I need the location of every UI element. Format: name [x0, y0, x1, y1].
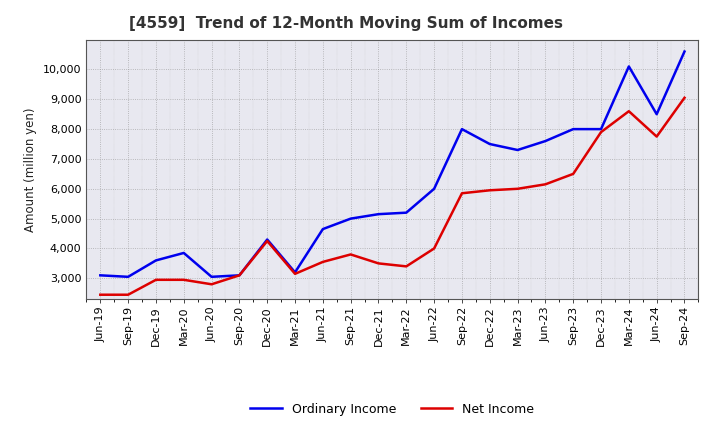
Net Income [179, 277, 188, 282]
Ordinary Income [179, 250, 188, 256]
Net Income [652, 134, 661, 139]
Text: [4559]  Trend of 12-Month Moving Sum of Incomes: [4559] Trend of 12-Month Moving Sum of I… [130, 16, 563, 32]
Ordinary Income [569, 126, 577, 132]
Ordinary Income [152, 258, 161, 263]
Net Income [458, 191, 467, 196]
Ordinary Income [652, 112, 661, 117]
Net Income [346, 252, 355, 257]
Y-axis label: Amount (million yen): Amount (million yen) [24, 107, 37, 231]
Ordinary Income [207, 274, 216, 279]
Ordinary Income [346, 216, 355, 221]
Ordinary Income [402, 210, 410, 215]
Net Income [430, 246, 438, 251]
Net Income [541, 182, 550, 187]
Ordinary Income [374, 212, 383, 217]
Net Income [513, 186, 522, 191]
Line: Net Income: Net Income [100, 98, 685, 295]
Ordinary Income [124, 274, 132, 279]
Line: Ordinary Income: Ordinary Income [100, 51, 685, 277]
Net Income [235, 273, 243, 278]
Net Income [291, 271, 300, 276]
Net Income [624, 109, 633, 114]
Net Income [152, 277, 161, 282]
Net Income [485, 187, 494, 193]
Ordinary Income [485, 141, 494, 147]
Net Income [374, 261, 383, 266]
Legend: Ordinary Income, Net Income: Ordinary Income, Net Income [246, 398, 539, 421]
Net Income [263, 238, 271, 244]
Ordinary Income [624, 64, 633, 69]
Ordinary Income [597, 126, 606, 132]
Net Income [597, 129, 606, 135]
Ordinary Income [458, 126, 467, 132]
Net Income [318, 259, 327, 264]
Ordinary Income [96, 273, 104, 278]
Net Income [124, 292, 132, 297]
Net Income [207, 282, 216, 287]
Ordinary Income [318, 227, 327, 232]
Net Income [402, 264, 410, 269]
Ordinary Income [291, 270, 300, 275]
Ordinary Income [680, 49, 689, 54]
Net Income [680, 95, 689, 100]
Ordinary Income [235, 273, 243, 278]
Ordinary Income [513, 147, 522, 153]
Ordinary Income [541, 139, 550, 144]
Net Income [569, 171, 577, 176]
Ordinary Income [263, 237, 271, 242]
Net Income [96, 292, 104, 297]
Ordinary Income [430, 186, 438, 191]
